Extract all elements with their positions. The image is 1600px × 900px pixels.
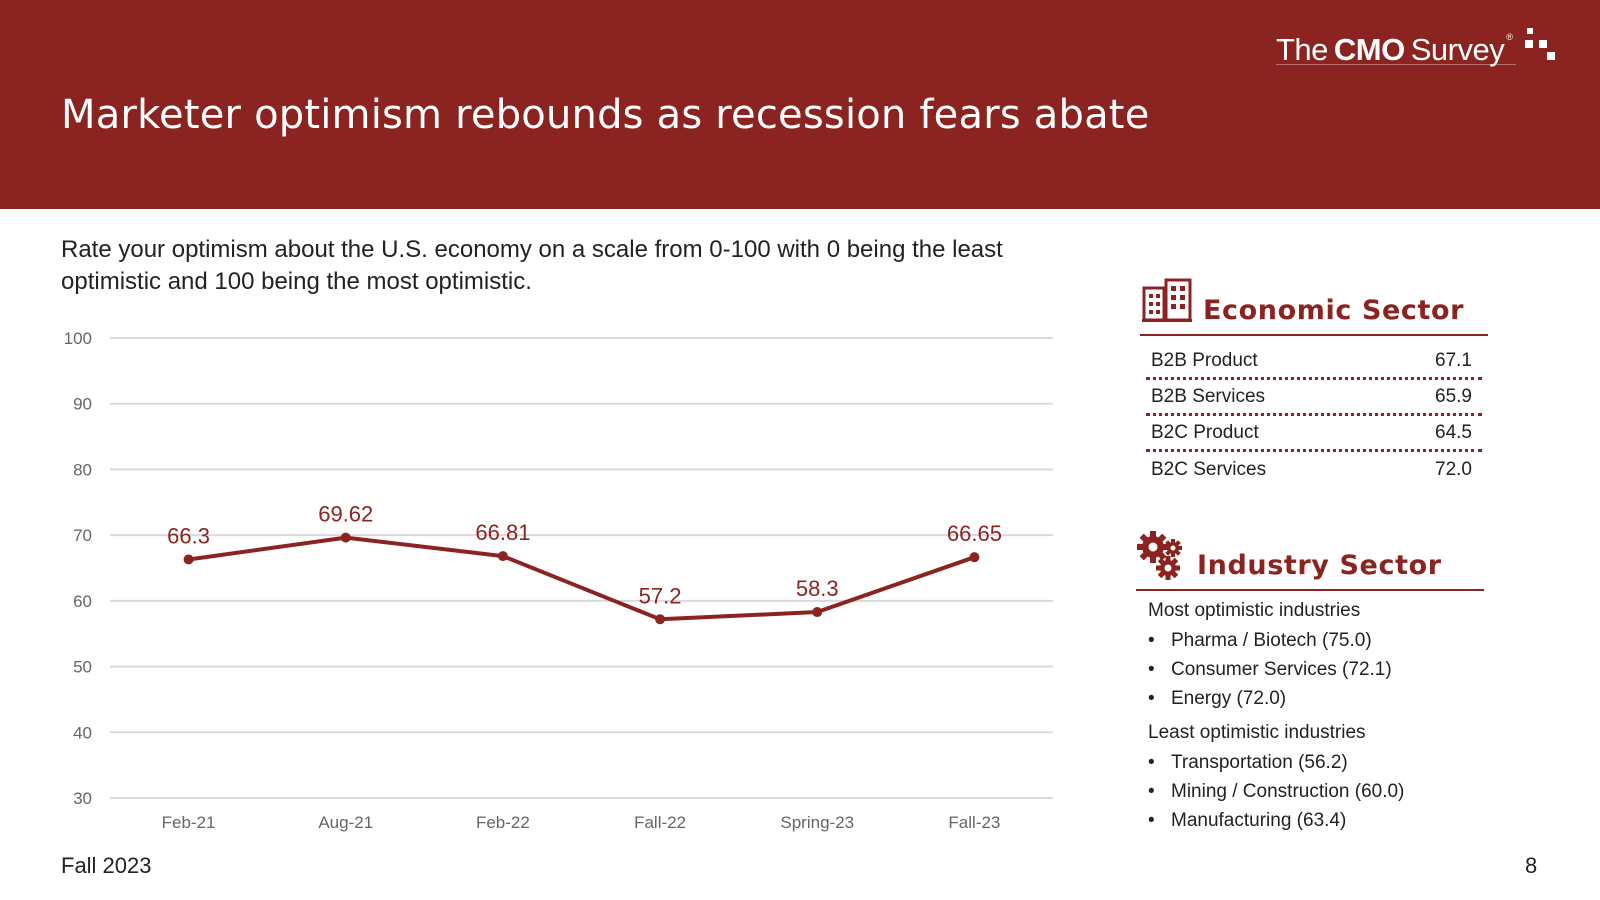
y-tick-label: 50 [73,658,92,677]
logo-underline [1276,64,1516,65]
chart-points [183,532,980,625]
logo-squares-icon [1525,28,1555,60]
economic-sector-title: Economic Sector [1203,295,1465,326]
table-row: B2C Product 64.5 [1146,416,1482,452]
data-point [340,532,351,543]
industry-sector-title: Industry Sector [1197,550,1442,581]
data-label: 57.2 [639,583,682,608]
page-number: 8 [1525,853,1538,878]
data-point [655,614,666,625]
x-tick-label: Feb-22 [476,813,530,832]
list-item: Mining / Construction (60.0) [1148,780,1488,804]
x-tick-label: Feb-21 [162,813,216,832]
y-tick-label: 90 [73,395,92,414]
data-label: 58.3 [796,576,839,601]
logo-registered-mark: ® [1506,32,1513,42]
row-label: B2C Services [1151,459,1267,480]
row-value: 72.0 [1435,459,1472,480]
row-label: B2B Services [1151,385,1266,407]
row-value: 64.5 [1435,421,1472,443]
row-value: 65.9 [1435,385,1472,407]
economic-sector-table: B2B Product 67.1 B2B Services 65.9 B2C P… [1146,344,1482,488]
y-tick-label: 80 [73,460,92,479]
table-row: B2B Product 67.1 [1146,344,1482,380]
chart-x-ticks: Feb-21 Aug-21 Feb-22 Fall-22 Spring-23 Fall-2… [162,813,1001,832]
data-point [183,554,194,565]
y-tick-label: 60 [73,592,92,611]
list-item: Manufacturing (63.4) [1148,809,1488,833]
logo-survey: Survey [1410,32,1505,67]
cmo-survey-logo: The CMO Survey ® [1276,28,1513,68]
header-banner: Marketer optimism rebounds as recession … [0,0,1600,209]
industry-sector-rule [1136,589,1484,591]
row-label: B2B Product [1151,349,1258,371]
list-item: Transportation (56.2) [1148,751,1488,775]
y-tick-label: 40 [73,723,92,742]
survey-question: Rate your optimism about the U.S. econom… [61,236,1003,295]
x-tick-label: Aug-21 [318,813,373,832]
y-tick-label: 30 [73,789,92,808]
data-point [497,551,508,562]
x-tick-label: Spring-23 [780,813,854,832]
list-item: Consumer Services (72.1) [1148,658,1488,682]
x-tick-label: Fall-23 [948,813,1000,832]
y-tick-label: 70 [73,526,92,545]
y-tick-label: 100 [64,329,92,348]
least-optimistic-heading: Least optimistic industries [1148,722,1366,743]
data-label: 66.65 [947,521,1002,546]
data-point [812,607,823,618]
table-row: B2C Services 72.0 [1146,452,1482,488]
list-item: Pharma / Biotech (75.0) [1148,629,1488,653]
table-row: B2B Services 65.9 [1146,380,1482,416]
list-item: Energy (72.0) [1148,687,1488,711]
optimism-line-chart: 100 90 80 70 60 50 40 30 Feb-21 Aug-21 Feb-22 Fall… [64,329,1053,832]
chart-y-ticks: 100 90 80 70 60 50 40 30 [64,329,92,808]
economic-sector-rule [1140,334,1488,336]
data-label: 66.81 [475,520,530,545]
chart-data-labels: 66.3 69.62 66.81 57.2 58.3 66.65 [167,502,1002,609]
gears-icon [1137,531,1182,580]
industry-sector-list: Most optimistic industries Pharma / Biot… [1148,599,1488,838]
row-value: 67.1 [1435,349,1472,371]
logo-the: The [1276,32,1328,67]
footer-date: Fall 2023 [61,853,152,878]
row-label: B2C Product [1151,421,1259,443]
data-point [969,552,980,563]
data-label: 69.62 [318,502,373,527]
chart-gridlines [110,337,1053,799]
x-tick-label: Fall-22 [634,813,686,832]
logo-cmo: CMO [1333,32,1405,67]
data-label: 66.3 [167,523,210,548]
most-optimistic-heading: Most optimistic industries [1148,600,1361,621]
buildings-icon [1142,278,1192,322]
series-line [188,535,976,622]
slide-title: Marketer optimism rebounds as recession … [61,92,1150,138]
